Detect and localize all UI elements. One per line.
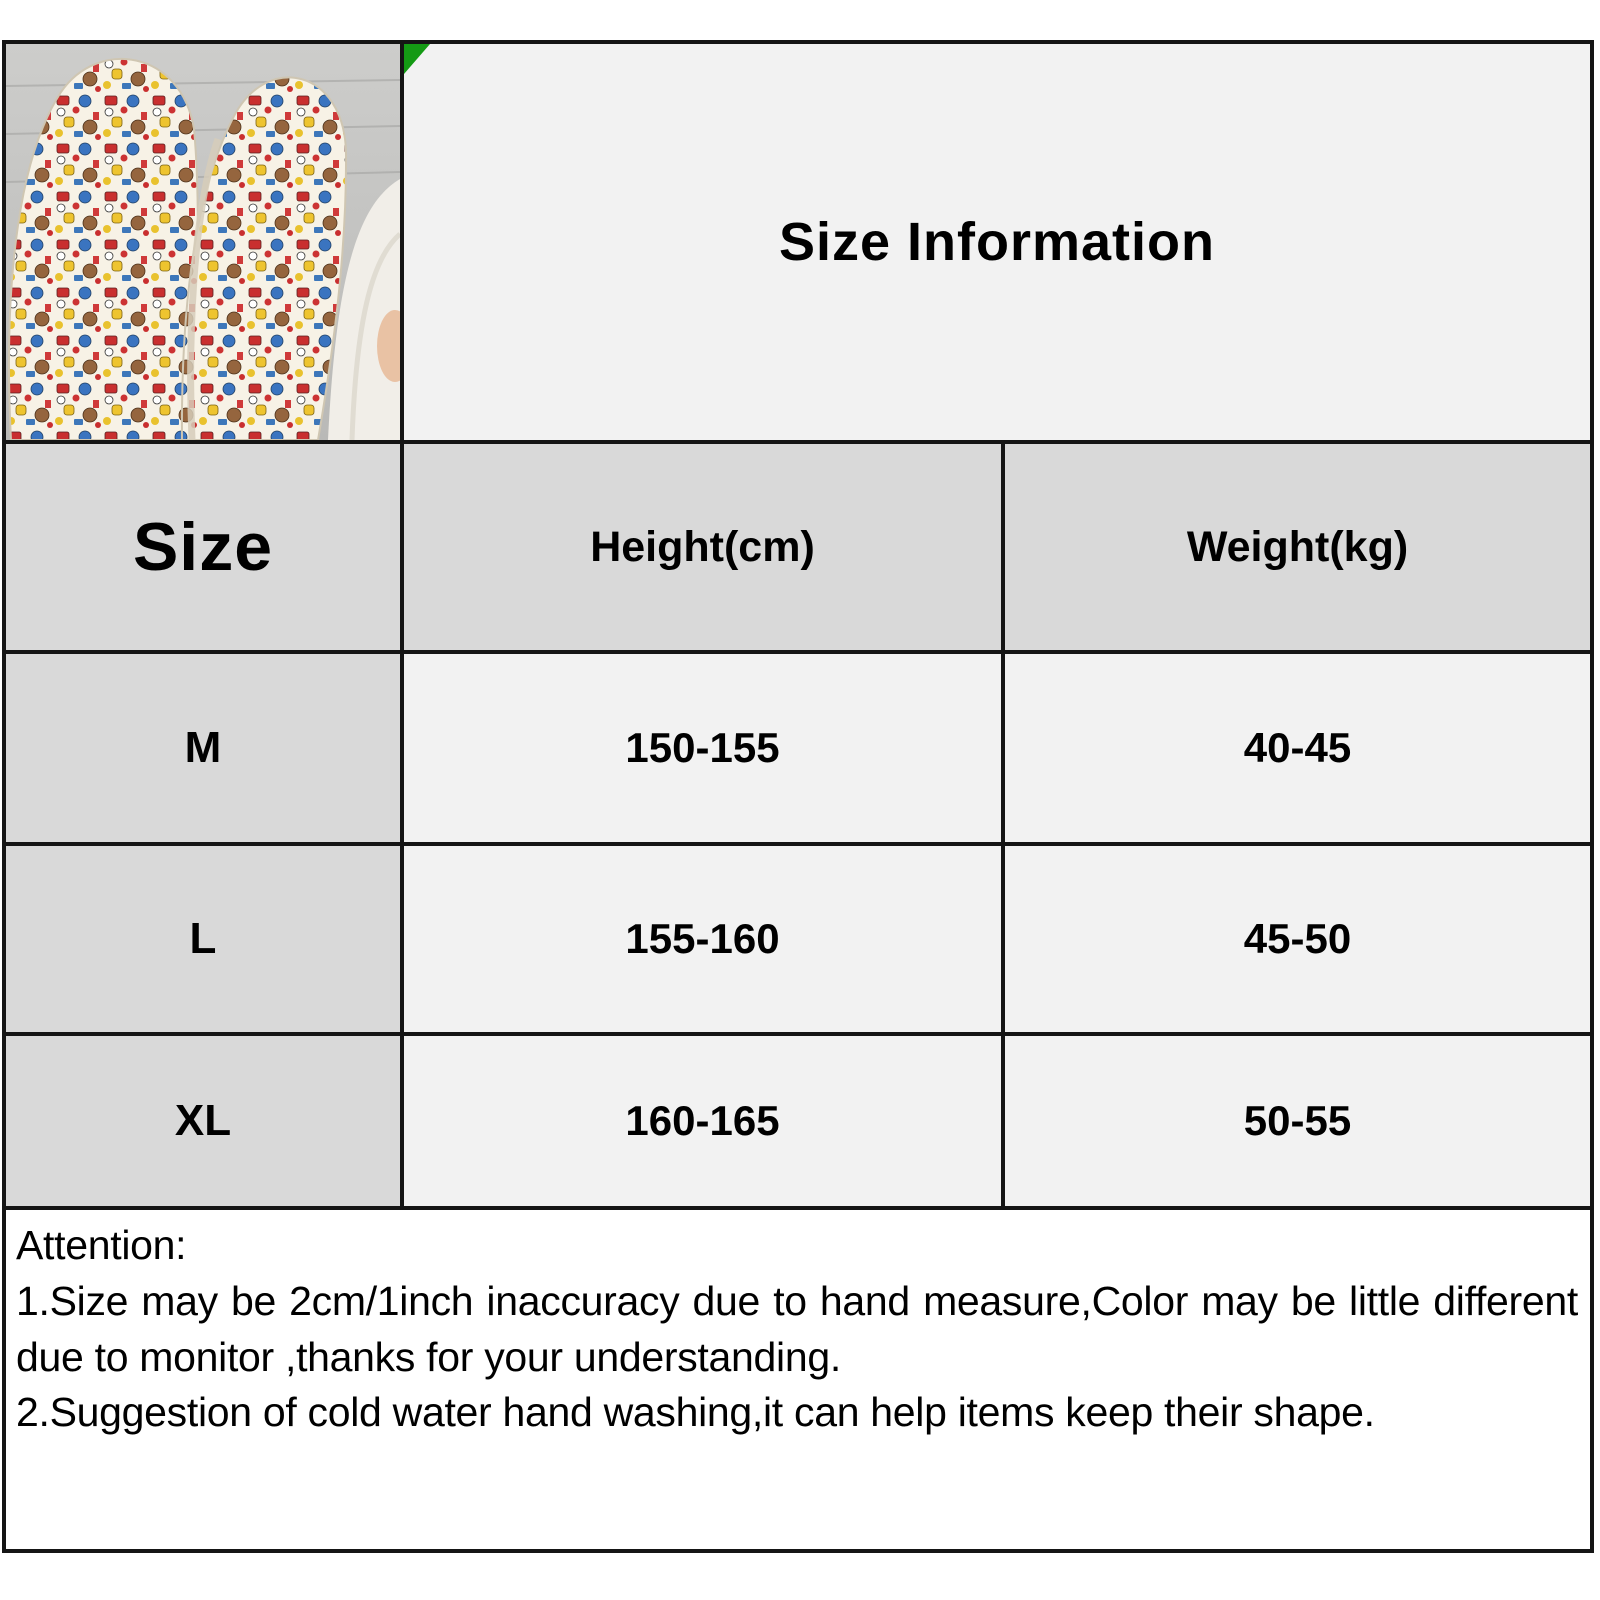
size-cell-l: L [6,846,404,1036]
attention-heading: Attention: [16,1222,187,1268]
weight-cell-xl: 50-55 [1005,1036,1590,1210]
height-cell-m: 150-155 [404,654,1005,846]
height-cell-xl: 160-165 [404,1036,1005,1210]
height-cell-l: 155-160 [404,846,1005,1036]
weight-cell-l: 45-50 [1005,846,1590,1036]
product-photo-image [6,44,400,440]
attention-note-1: 1.Size may be 2cm/1inch inaccuracy due t… [16,1277,1578,1380]
product-photo [6,44,404,444]
size-cell-xl: XL [6,1036,404,1210]
weight-cell-m: 40-45 [1005,654,1590,846]
attention-section: Attention: 1.Size may be 2cm/1inch inacc… [6,1210,1590,1549]
attention-note-2: 2.Suggestion of cold water hand washing,… [16,1389,1375,1436]
title-cell: Size Information [404,44,1590,444]
col-header-weight: Weight(kg) [1005,444,1590,654]
size-chart-sheet: Size Information Size Height(cm) Weight(… [2,40,1594,1553]
col-header-height: Height(cm) [404,444,1005,654]
col-header-size: Size [6,444,404,654]
page-title: Size Information [778,212,1216,272]
size-cell-m: M [6,654,404,846]
corner-marker-icon [404,44,430,74]
